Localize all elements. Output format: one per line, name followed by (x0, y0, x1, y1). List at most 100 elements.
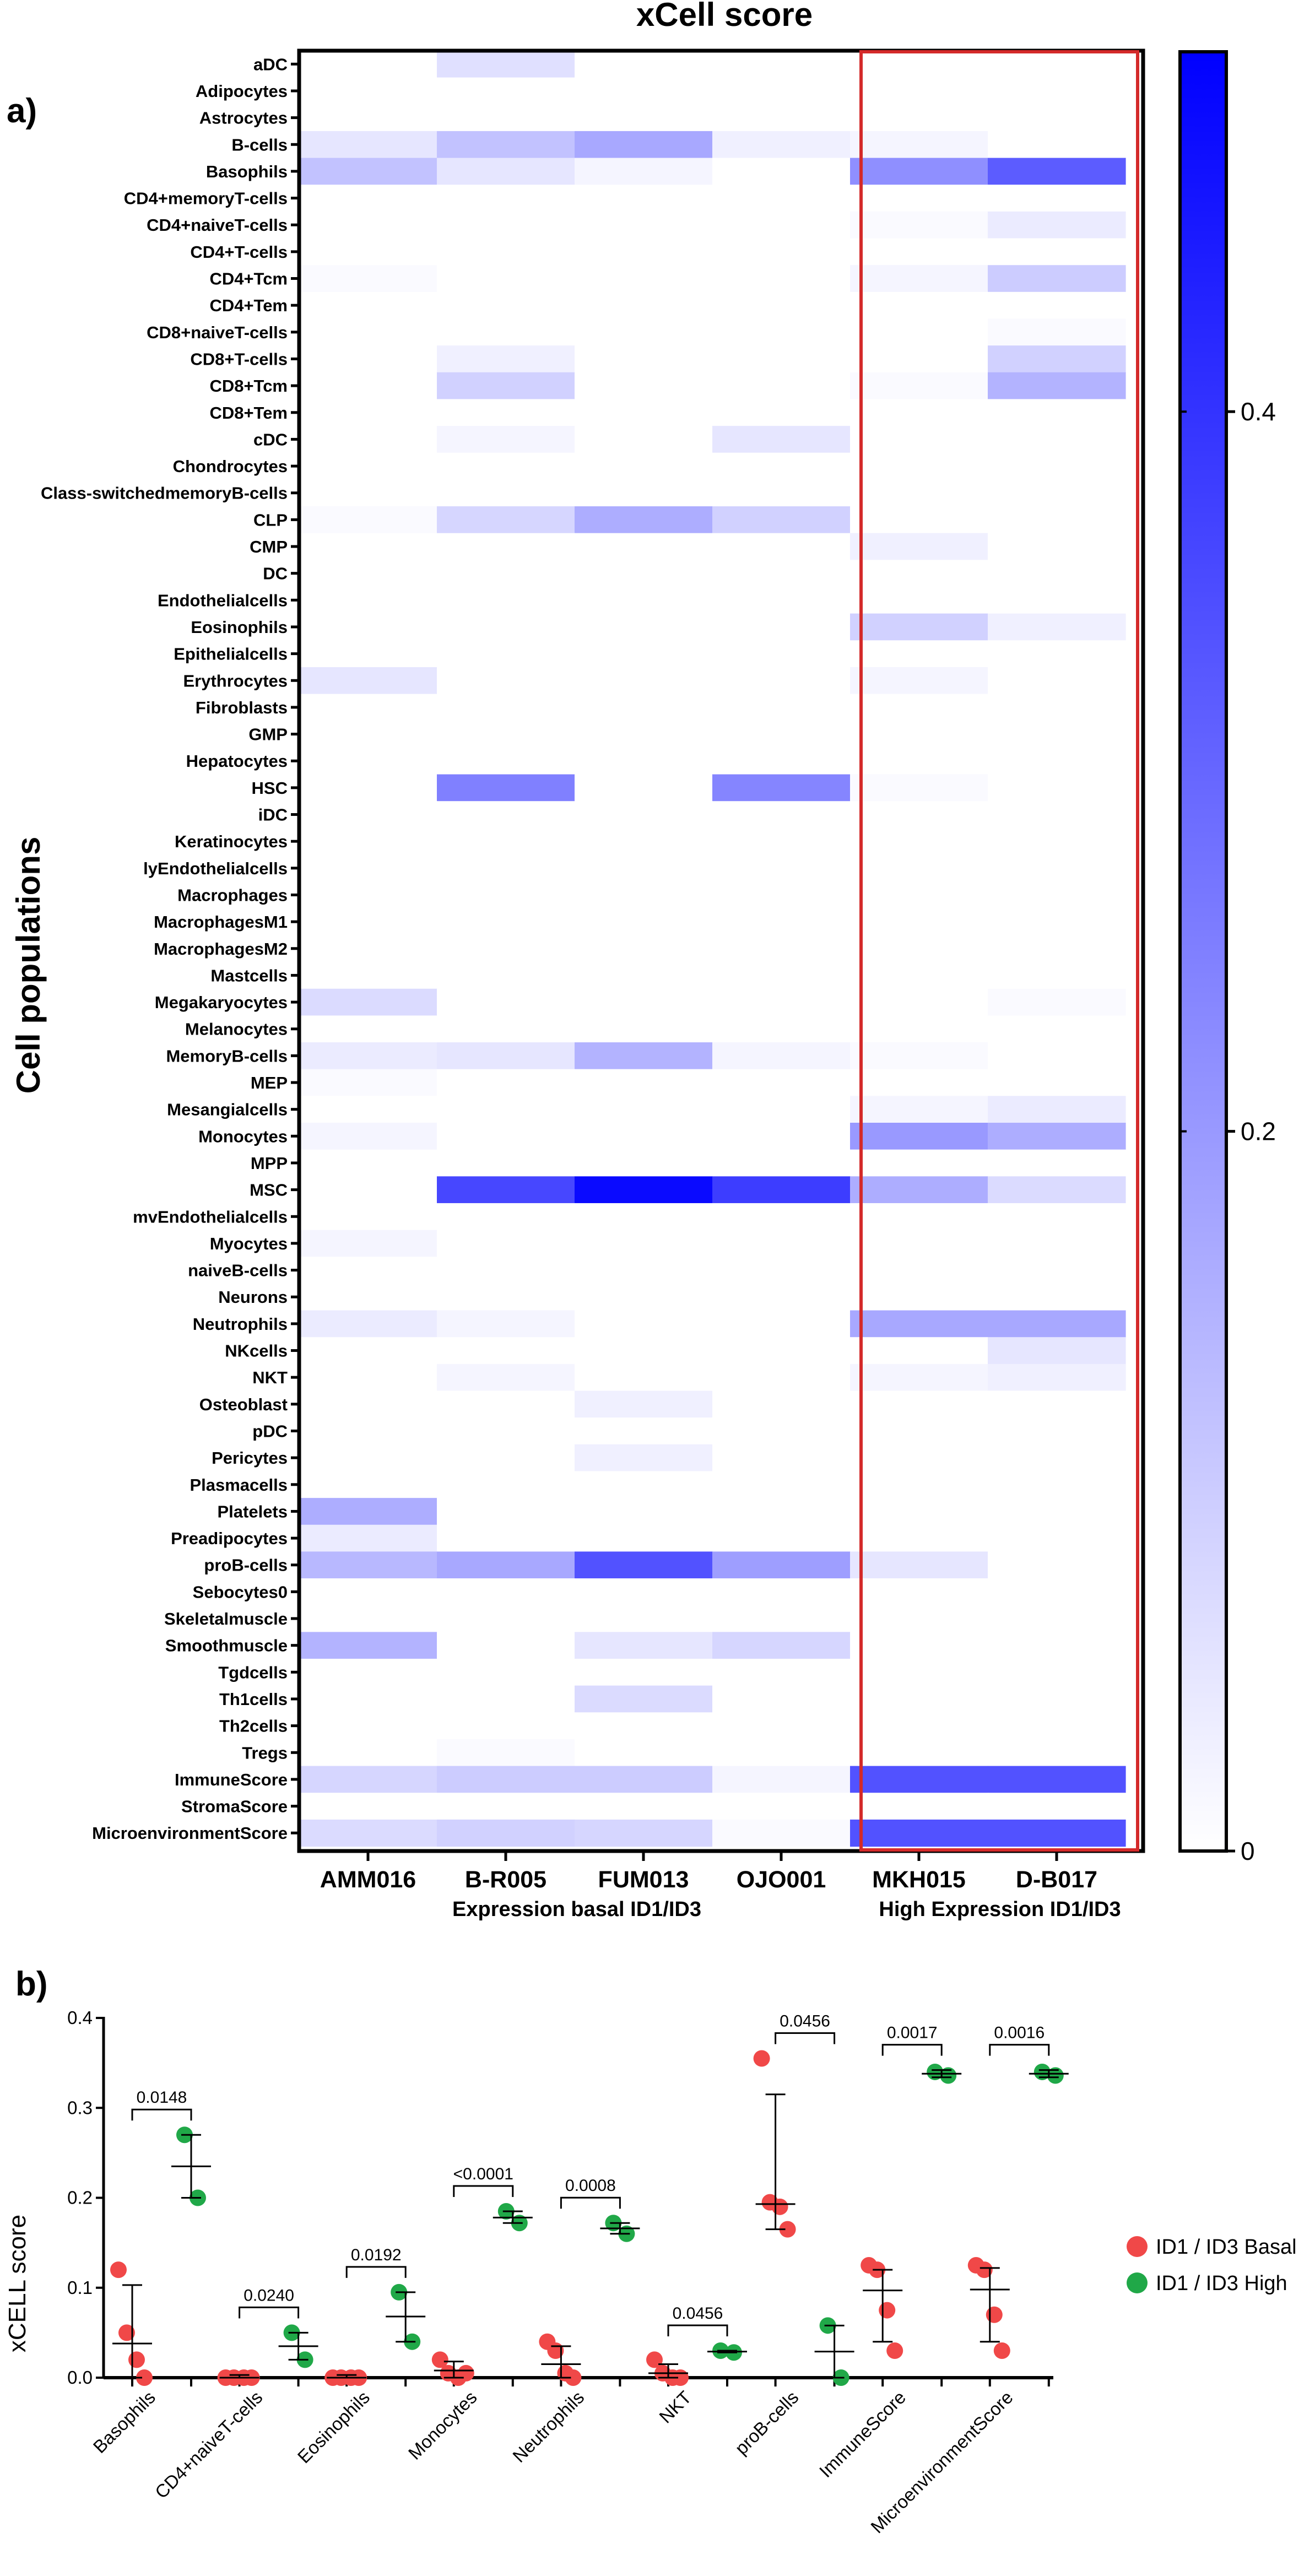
basal-point (565, 2369, 582, 2386)
heatmap-cell (712, 640, 851, 668)
heatmap-row-labels: aDC Adipocytes Astrocytes B-cells Basophils C… (41, 55, 299, 1843)
heatmap-cell (988, 1310, 1126, 1338)
colorbar-ticks: 0 0.2 0.4 (1180, 397, 1276, 1865)
heatmap-cell (712, 1096, 851, 1123)
heatmap-cell (299, 238, 437, 266)
heatmap-cell (712, 452, 851, 480)
heatmap-cell (299, 587, 437, 614)
basal-point (457, 2364, 474, 2382)
heatmap-cell (850, 1363, 988, 1392)
basal-point (110, 2261, 127, 2279)
heatmap-cell (712, 1390, 851, 1418)
heatmap-cell (299, 533, 437, 560)
heatmap-cell (850, 265, 988, 293)
heatmap-cell (850, 1659, 988, 1686)
heatmap-row-label: Plasmacells (190, 1475, 288, 1495)
p-value-label: 0.0192 (351, 2246, 402, 2264)
heatmap-cell (299, 506, 437, 534)
heatmap-cell (988, 613, 1126, 641)
heatmap-cell (299, 452, 437, 480)
heatmap-cell (988, 51, 1126, 78)
heatmap-cell (575, 694, 713, 721)
heatmap-cell (712, 1042, 851, 1070)
heatmap-cell (299, 1203, 437, 1231)
heatmap-cell (299, 721, 437, 748)
high-point (1047, 2067, 1064, 2084)
scatter-y-tick-label: 0.1 (67, 2277, 93, 2298)
heatmap-cell (299, 694, 437, 721)
heatmap-cell (712, 1578, 851, 1606)
heatmap-row-label: CD4+Tem (209, 296, 288, 315)
heatmap-cell (712, 211, 851, 239)
scatter-y-tick-label: 0.3 (67, 2097, 93, 2118)
heatmap-cell (437, 1337, 575, 1365)
heatmap-cell (712, 1471, 851, 1498)
heatmap-cell (437, 827, 575, 856)
heatmap-cell (850, 587, 988, 614)
heatmap-cell (299, 1123, 437, 1150)
heatmap-cell (437, 265, 575, 293)
heatmap-row-label: Tgdcells (218, 1663, 288, 1682)
high-point (1033, 2063, 1051, 2080)
heatmap-cell (988, 1042, 1126, 1070)
basal-point (118, 2324, 135, 2341)
heatmap-cell (988, 1685, 1126, 1713)
basal-point (886, 2342, 903, 2359)
heatmap-cell (437, 51, 575, 78)
heatmap-cell (299, 131, 437, 159)
heatmap-cell (712, 908, 851, 936)
heatmap-cell (850, 613, 988, 641)
legend-label: ID1 / ID3 High (1156, 2272, 1287, 2295)
heatmap-cell (988, 1551, 1126, 1579)
heatmap-cell (712, 1015, 851, 1043)
heatmap-cell (575, 1042, 713, 1070)
heatmap-cell (437, 1712, 575, 1740)
heatmap-cell (850, 372, 988, 400)
heatmap-cell (988, 1793, 1126, 1820)
heatmap-cell (712, 881, 851, 909)
p-value-label: 0.0456 (673, 2304, 723, 2323)
heatmap-cell (712, 1417, 851, 1445)
heatmap-cell (850, 694, 988, 721)
high-point (940, 2067, 957, 2084)
heatmap-cell (988, 1444, 1126, 1472)
heatmap-cell (850, 1632, 988, 1659)
heatmap-cell (850, 1390, 988, 1418)
heatmap-cell (712, 560, 851, 587)
heatmap-cell (299, 1712, 437, 1740)
heatmap-cell (712, 1605, 851, 1632)
heatmap-row-label: MEP (251, 1073, 288, 1092)
heatmap-cell (575, 962, 713, 989)
heatmap-row-label: CD8+T-cells (190, 349, 288, 369)
heatmap-cell (712, 506, 851, 534)
heatmap-cell (575, 1685, 713, 1713)
heatmap-cell (850, 747, 988, 775)
heatmap-cell (437, 1685, 575, 1713)
heatmap-cell (437, 747, 575, 775)
heatmap-cell (575, 1123, 713, 1150)
heatmap-cell (299, 1685, 437, 1713)
heatmap-row-label: Eosinophils (191, 618, 288, 637)
heatmap-cell (437, 1123, 575, 1150)
heatmap-cell (988, 1176, 1126, 1204)
heatmap-cell (437, 962, 575, 989)
significance-bracket (345, 2266, 407, 2278)
heatmap-row-label: MSC (250, 1181, 288, 1200)
heatmap-cell (712, 426, 851, 453)
heatmap-y-axis-label: Cell populations (10, 837, 47, 1094)
heatmap-row-label: MemoryB-cells (166, 1046, 288, 1065)
heatmap-cell (575, 1337, 713, 1365)
heatmap-cell (988, 667, 1126, 695)
heatmap-cell (850, 77, 988, 105)
heatmap-cell (437, 881, 575, 909)
heatmap-cell (988, 426, 1126, 453)
heatmap-cell (850, 452, 988, 480)
heatmap-cell (988, 1337, 1126, 1365)
colorbar-tick-label: 0.4 (1241, 397, 1276, 426)
heatmap-cell (712, 1498, 851, 1525)
heatmap-cell (299, 1417, 437, 1445)
heatmap-cell (575, 1471, 713, 1498)
heatmap-frame (297, 48, 1145, 1853)
heatmap-cell (988, 1363, 1126, 1392)
heatmap-cell (712, 1337, 851, 1365)
